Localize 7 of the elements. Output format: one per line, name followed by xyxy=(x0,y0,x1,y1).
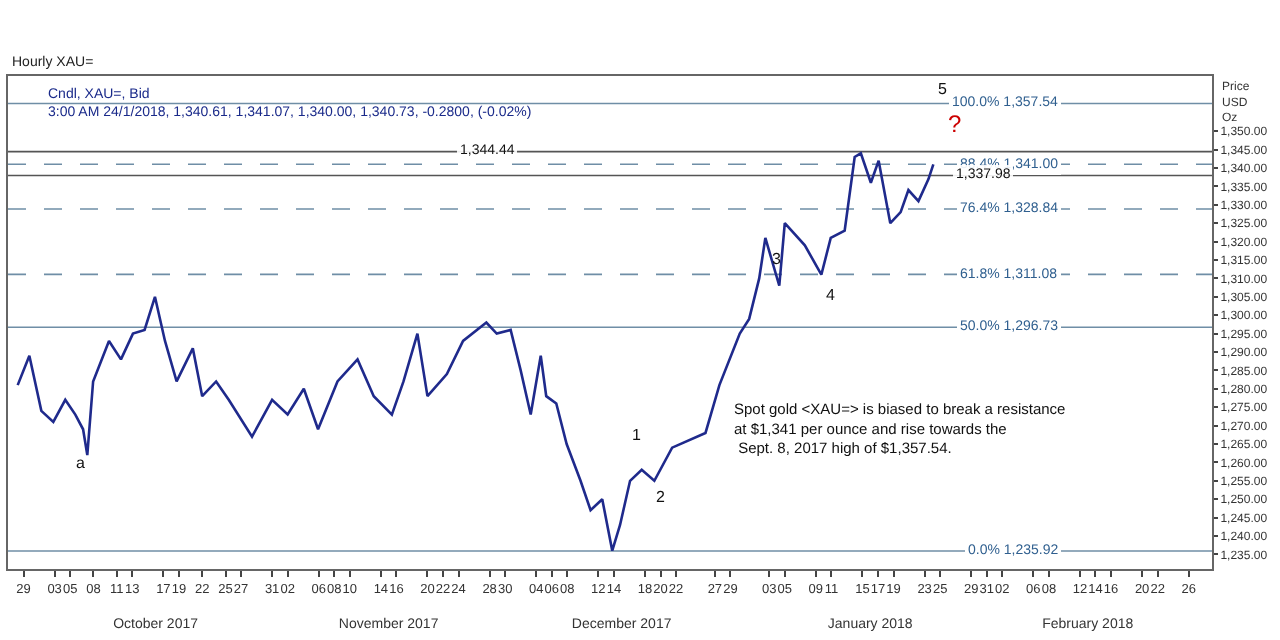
annotation: ? xyxy=(948,110,962,138)
annotation: 5 xyxy=(938,80,948,98)
annotation: 2 xyxy=(656,488,666,506)
annotation: a xyxy=(76,454,86,472)
annotation: 4 xyxy=(826,286,836,304)
annotation: 3 xyxy=(772,250,782,268)
annotation: 1 xyxy=(632,426,642,444)
